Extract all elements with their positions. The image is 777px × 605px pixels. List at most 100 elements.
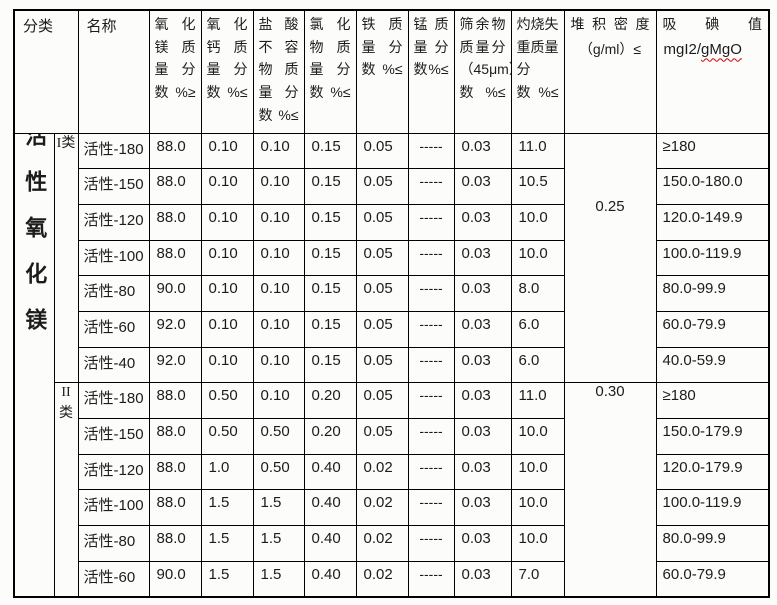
chloride-value: 0.40 bbox=[303, 453, 357, 491]
loss-on-ignition-value: 10.0 bbox=[510, 489, 565, 527]
product-name: 活性-120 bbox=[77, 203, 150, 241]
col-header-hcl-insoluble: 盐酸不容物质量分数%≤ bbox=[252, 9, 305, 134]
table-row: 活性氧化镁 I类 活性-180 88.0 0.10 0.10 0.15 0.05… bbox=[13, 132, 770, 598]
col-header-sieve-residue: 筛余物质量分（45μm）数%≤ bbox=[453, 9, 512, 134]
sieve-residue-value: 0.03 bbox=[453, 203, 512, 241]
iodine-value: 120.0-149.9 bbox=[655, 203, 770, 241]
bulk-density-value-class-ii: 0.30 bbox=[563, 382, 657, 598]
sieve-residue-value: 0.03 bbox=[453, 453, 512, 491]
cao-value: 0.10 bbox=[200, 203, 254, 241]
hcl-insoluble-value: 0.50 bbox=[252, 453, 305, 491]
product-name: 活性-150 bbox=[77, 168, 150, 205]
mgo-value: 88.0 bbox=[148, 132, 202, 170]
mgo-value: 88.0 bbox=[148, 525, 202, 562]
iron-value: 0.05 bbox=[355, 168, 409, 205]
hcl-insoluble-value: 0.10 bbox=[252, 203, 305, 241]
iron-value: 0.05 bbox=[355, 132, 409, 170]
hcl-insoluble-value: 0.10 bbox=[252, 382, 305, 419]
chloride-value: 0.15 bbox=[303, 310, 357, 348]
table-row: 活性-80 88.0 1.5 1.5 0.40 0.02 ----- 0.03 … bbox=[14, 525, 770, 562]
cao-value: 0.10 bbox=[200, 132, 254, 170]
col-header-mgo: 氧化镁质量分数%≥ bbox=[148, 9, 202, 134]
sieve-residue-value: 0.03 bbox=[453, 310, 512, 348]
table-row: 活性-150 88.0 0.10 0.10 0.15 0.05 ----- 0.… bbox=[14, 168, 770, 205]
col-header-cao: 氧化钙质量分数%≤ bbox=[200, 9, 254, 134]
iodine-header-line2: mgI2/gMgO bbox=[663, 38, 763, 62]
table-row: 活性-100 88.0 1.5 1.5 0.40 0.02 ----- 0.03… bbox=[14, 489, 770, 527]
mgo-value: 88.0 bbox=[148, 203, 202, 241]
chloride-value: 0.40 bbox=[303, 489, 357, 527]
col-header-chloride: 氯化物质量分数%≤ bbox=[303, 9, 357, 134]
sieve-residue-value: 0.03 bbox=[453, 239, 512, 277]
iron-value: 0.05 bbox=[355, 346, 409, 384]
table-row: 活性-60 92.0 0.10 0.10 0.15 0.05 ----- 0.0… bbox=[14, 310, 770, 348]
hcl-insoluble-value: 0.10 bbox=[252, 168, 305, 205]
iodine-unit-text: mgI2/ bbox=[663, 41, 702, 59]
mgo-value: 90.0 bbox=[148, 275, 202, 312]
category-vertical-label: 活性氧化镁 bbox=[22, 133, 48, 354]
cao-value: 0.10 bbox=[200, 275, 254, 312]
cao-value: 1.5 bbox=[200, 489, 254, 527]
manganese-value: ----- bbox=[407, 310, 455, 348]
sieve-residue-value: 0.03 bbox=[453, 418, 512, 455]
table-row: 活性-120 88.0 0.10 0.10 0.15 0.05 ----- 0.… bbox=[14, 203, 770, 241]
chloride-value: 0.15 bbox=[303, 346, 357, 384]
mgo-value: 88.0 bbox=[148, 489, 202, 527]
table-row: 活性-120 88.0 1.0 0.50 0.40 0.02 ----- 0.0… bbox=[14, 453, 770, 491]
manganese-value: ----- bbox=[407, 203, 455, 241]
iodine-value: 150.0-180.0 bbox=[655, 168, 770, 205]
manganese-value: ----- bbox=[407, 418, 455, 455]
hcl-insoluble-value: 1.5 bbox=[252, 560, 305, 598]
mgo-value: 90.0 bbox=[148, 560, 202, 598]
bulk-density-value-class-i: 0.25 bbox=[563, 132, 657, 384]
product-name: 活性-60 bbox=[77, 310, 150, 348]
loss-on-ignition-value: 6.0 bbox=[510, 346, 565, 384]
manganese-value: ----- bbox=[407, 525, 455, 562]
iodine-value: 60.0-79.9 bbox=[655, 560, 770, 598]
cao-value: 1.5 bbox=[200, 560, 254, 598]
iodine-value: ≥180 bbox=[655, 382, 770, 419]
iron-value: 0.05 bbox=[355, 418, 409, 455]
chloride-value: 0.40 bbox=[303, 560, 357, 598]
loss-on-ignition-value: 8.0 bbox=[510, 275, 565, 312]
product-name: 活性-180 bbox=[77, 382, 150, 419]
col-header-bulk-density: 堆积密度 （g/ml）≤ bbox=[563, 9, 657, 134]
manganese-value: ----- bbox=[407, 168, 455, 205]
col-header-iodine-value: 吸碘值 mgI2/gMgO bbox=[655, 9, 770, 134]
iron-value: 0.05 bbox=[355, 275, 409, 312]
sieve-residue-value: 0.03 bbox=[453, 560, 512, 598]
sieve-residue-value: 0.03 bbox=[453, 346, 512, 384]
product-name: 活性-100 bbox=[77, 489, 150, 527]
cao-value: 0.10 bbox=[200, 346, 254, 384]
loss-on-ignition-value: 10.0 bbox=[510, 525, 565, 562]
hcl-insoluble-value: 0.10 bbox=[252, 239, 305, 277]
chloride-value: 0.15 bbox=[303, 203, 357, 241]
cao-value: 0.10 bbox=[200, 310, 254, 348]
iodine-value: 100.0-119.9 bbox=[655, 239, 770, 277]
table-row: 活性-100 88.0 0.10 0.10 0.15 0.05 ----- 0.… bbox=[14, 239, 770, 277]
loss-on-ignition-value: 7.0 bbox=[510, 560, 565, 598]
cao-value: 0.10 bbox=[200, 168, 254, 205]
manganese-value: ----- bbox=[407, 275, 455, 312]
hcl-insoluble-value: 1.5 bbox=[252, 489, 305, 527]
sieve-residue-value: 0.03 bbox=[453, 382, 512, 419]
mgo-value: 88.0 bbox=[148, 239, 202, 277]
iodine-value: 100.0-119.9 bbox=[655, 489, 770, 527]
header-row: 分类 名称 氧化镁质量分数%≥ 氧化钙质量分数%≤ 盐酸不容物质量分数%≤ 氯化… bbox=[13, 9, 770, 134]
col-header-manganese: 锰质量分数%≤ bbox=[407, 9, 455, 134]
product-name: 活性-120 bbox=[77, 453, 150, 491]
mgo-value: 88.0 bbox=[148, 453, 202, 491]
active-magnesium-oxide-spec-table: 分类 名称 氧化镁质量分数%≥ 氧化钙质量分数%≤ 盐酸不容物质量分数%≤ 氯化… bbox=[13, 9, 771, 598]
iodine-value: 120.0-179.9 bbox=[655, 453, 770, 491]
product-name: 活性-40 bbox=[77, 346, 150, 384]
product-name: 活性-80 bbox=[77, 275, 150, 312]
chloride-value: 0.15 bbox=[303, 132, 357, 170]
hcl-insoluble-value: 0.10 bbox=[252, 132, 305, 170]
col-header-classification: 分类 bbox=[13, 9, 79, 134]
iron-value: 0.02 bbox=[355, 560, 409, 598]
iodine-value: 40.0-59.9 bbox=[655, 346, 770, 384]
hcl-insoluble-value: 0.50 bbox=[252, 418, 305, 455]
cao-value: 1.0 bbox=[200, 453, 254, 491]
chloride-value: 0.15 bbox=[303, 239, 357, 277]
